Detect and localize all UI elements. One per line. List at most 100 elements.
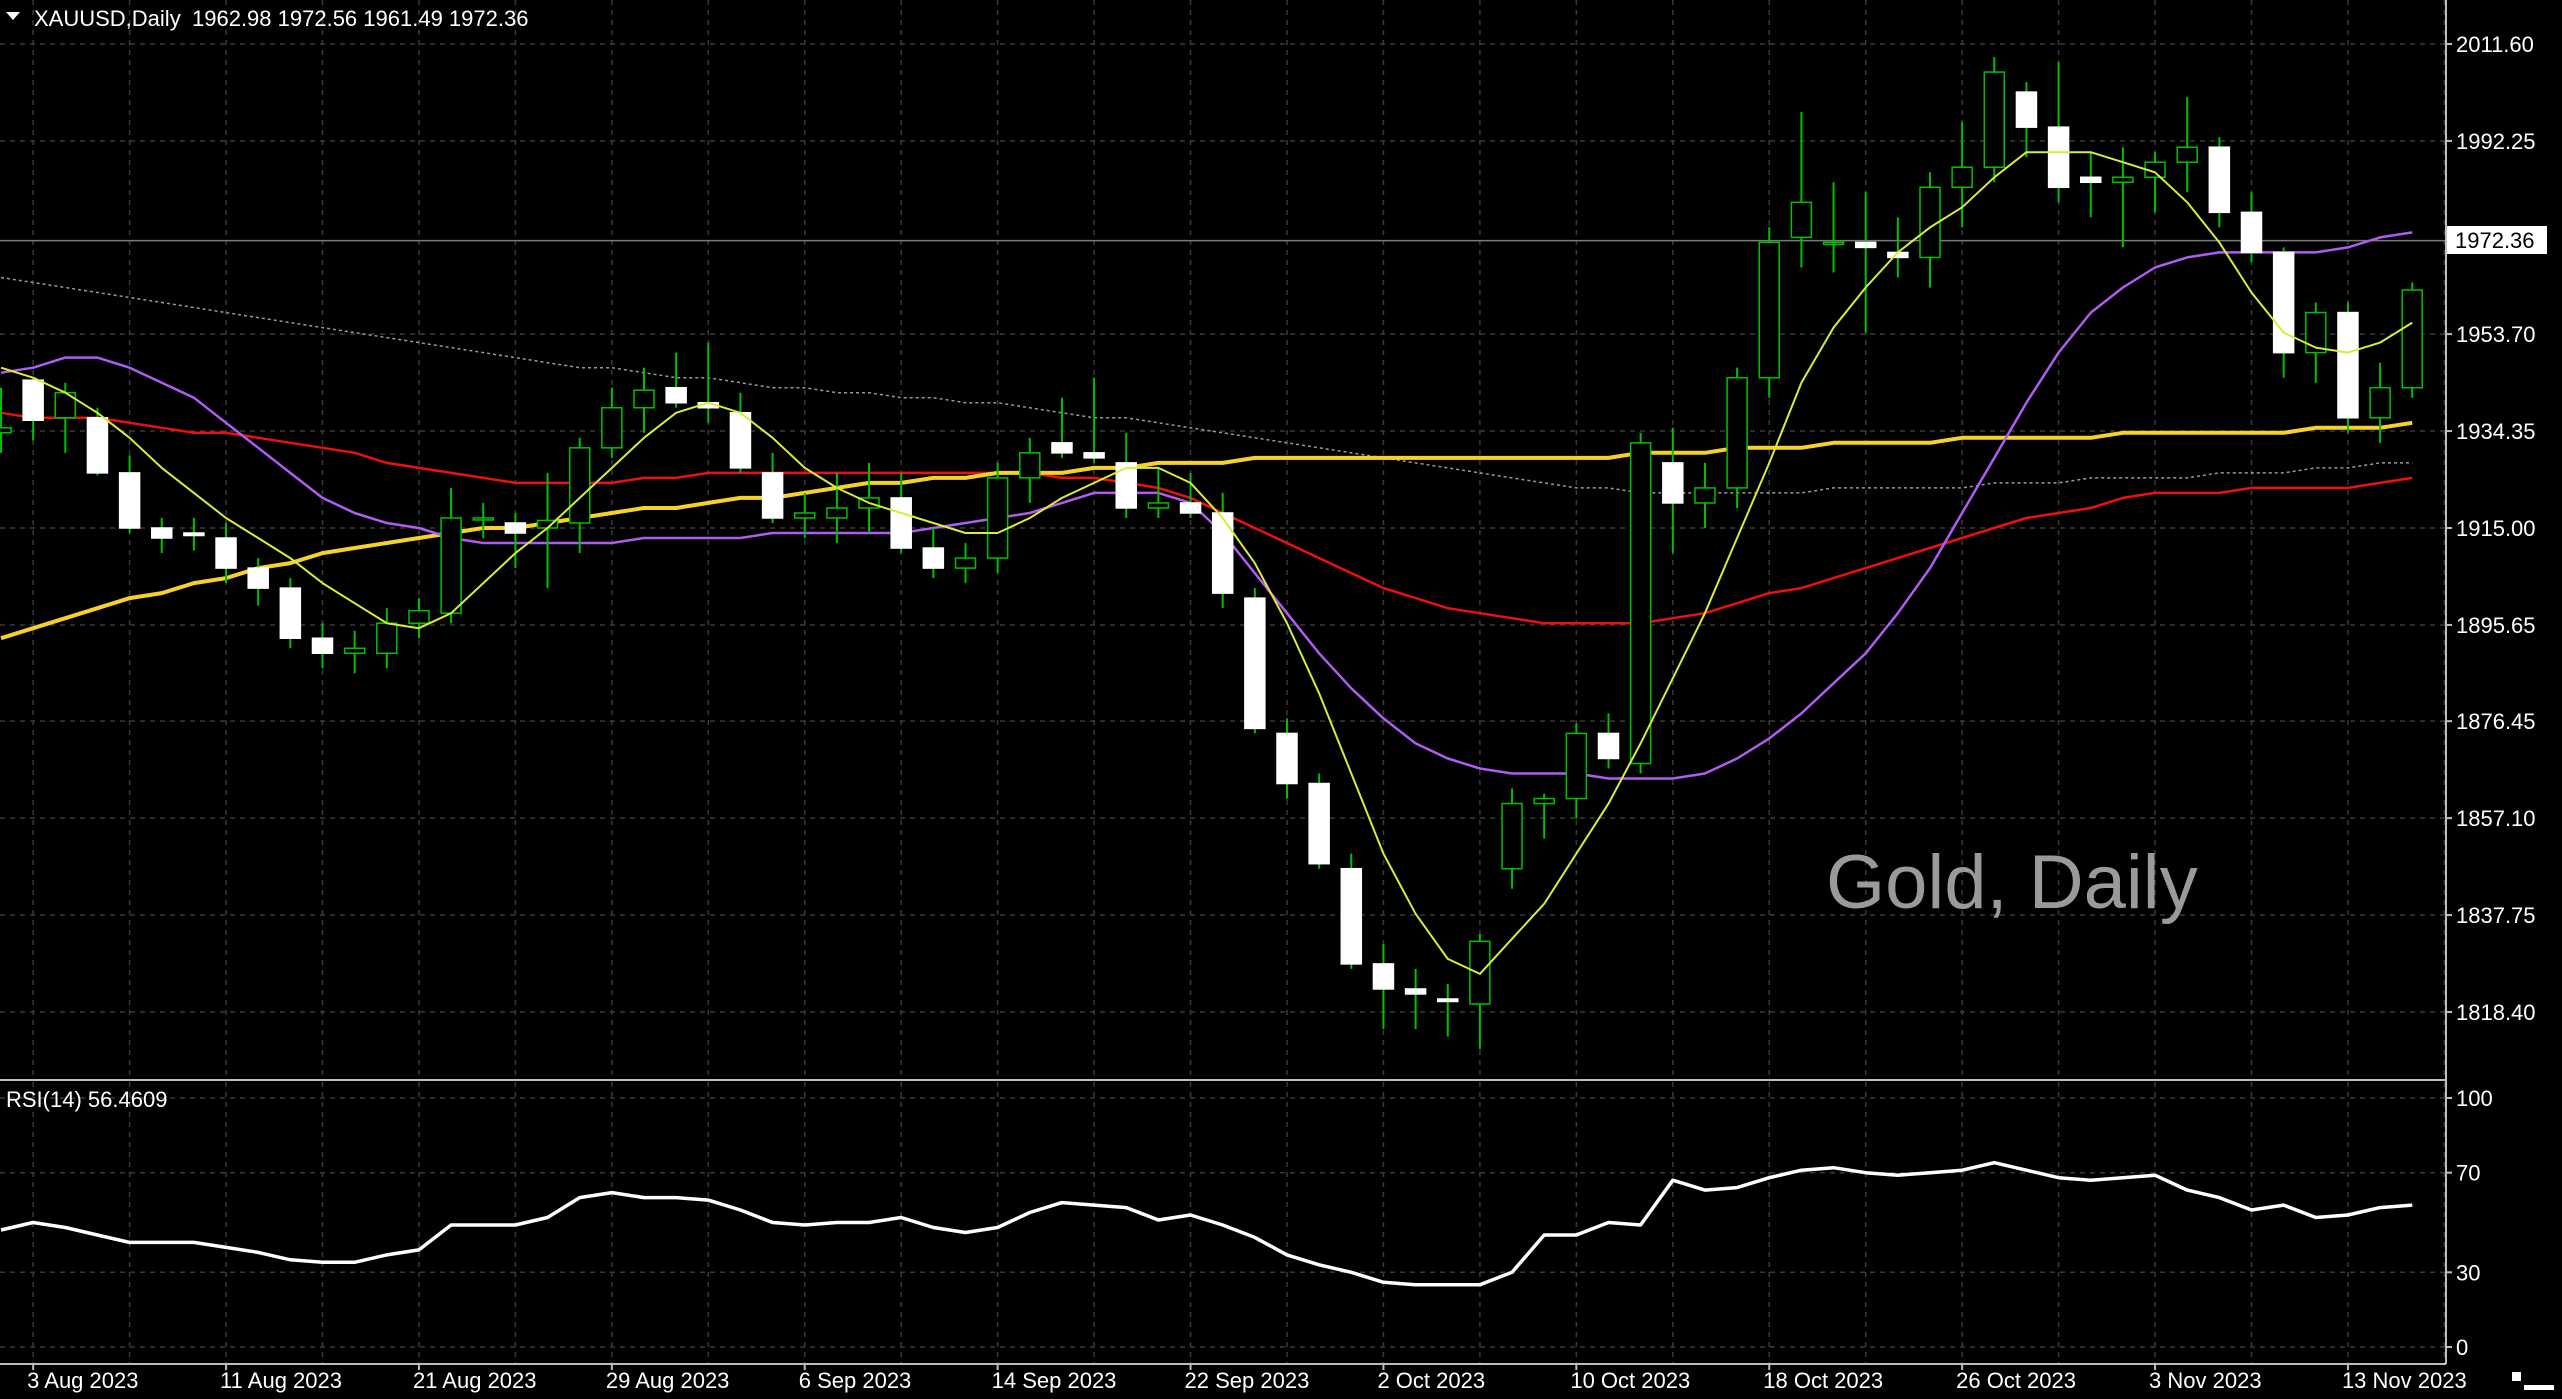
candle-body[interactable] [1951,166,1973,189]
candle-body[interactable] [1854,241,1877,249]
candle-body[interactable] [1083,452,1105,459]
rsi-tick-label: 0 [2456,1335,2468,1360]
candle-body[interactable] [954,557,977,569]
candle-body[interactable] [761,472,784,519]
ma-fast-line [0,151,2413,975]
candle-body[interactable] [472,517,494,521]
candle-body[interactable] [311,637,334,655]
candle-body[interactable] [2401,289,2423,389]
time-tick-label: 29 Aug 2023 [606,1368,730,1393]
candle-body[interactable] [1276,732,1298,785]
candle-body[interactable] [1629,442,1652,765]
ohlc-label: 1962.98 1972.56 1961.49 1972.36 [192,6,528,31]
candle-body[interactable] [1115,462,1137,509]
candle-body[interactable] [2047,126,2070,189]
rsi-tick-label: 30 [2456,1260,2480,1285]
candle-body[interactable] [1533,797,1555,805]
candle-body[interactable] [890,497,912,549]
candle-body[interactable] [1211,512,1234,594]
candle-body[interactable] [2305,311,2327,354]
price-tick-label: 1915.00 [2456,516,2536,541]
candle-body[interactable] [22,379,44,422]
candle-body[interactable] [2176,146,2198,163]
price-panel[interactable] [0,57,2423,1050]
candle-body[interactable] [86,417,109,474]
candle-body[interactable] [1019,452,1041,479]
candle-body[interactable] [601,407,623,449]
price-tick-label: 1934.35 [2456,419,2536,444]
candle-body[interactable] [1597,732,1620,760]
candle-body[interactable] [343,647,366,655]
current-price-label: 1972.36 [2455,228,2535,253]
time-tick-label: 3 Nov 2023 [2149,1368,2262,1393]
candle-body[interactable] [1372,963,1395,990]
candle-body[interactable] [1340,867,1363,965]
candle-body[interactable] [0,427,12,434]
time-tick-label: 14 Sep 2023 [992,1368,1117,1393]
candle-body[interactable] [504,522,527,534]
price-tick-label: 1992.25 [2456,129,2536,154]
time-tick-label: 13 Nov 2023 [2342,1368,2467,1393]
logo-square [2512,1372,2521,1381]
candle-body[interactable] [794,512,816,519]
candle-body[interactable] [1179,502,1202,514]
candle-body[interactable] [729,412,752,469]
candle-body[interactable] [1404,988,1427,995]
candle-body[interactable] [2015,91,2038,128]
grid [0,0,2446,1364]
candle-body[interactable] [922,547,945,569]
candle-body[interactable] [183,532,205,537]
candle-body[interactable] [2272,251,2295,354]
watermark: Gold, Daily [1826,840,2198,925]
price-tick-label: 1895.65 [2456,613,2536,638]
candle-body[interactable] [151,527,173,539]
candle-body[interactable] [2240,211,2263,254]
time-tick-label: 3 Aug 2023 [27,1368,138,1393]
candle-body[interactable] [1565,732,1588,800]
candle-body[interactable] [2080,176,2102,184]
candle-body[interactable] [1983,71,2006,169]
price-tick-label: 1953.70 [2456,322,2536,347]
candle-body[interactable] [1822,241,1845,246]
candle-body[interactable] [376,622,398,655]
candle-body[interactable] [408,609,430,624]
candle-body[interactable] [1147,502,1170,509]
candle-body[interactable] [118,472,141,529]
candle-body[interactable] [1437,998,1459,1003]
candle-body[interactable] [1308,782,1330,865]
candle-body[interactable] [826,507,848,519]
candle-body[interactable] [568,447,591,524]
candle-body[interactable] [1790,201,1813,239]
time-tick-label: 18 Oct 2023 [1763,1368,1883,1393]
candle-body[interactable] [2369,386,2391,419]
time-tick-label: 2 Oct 2023 [1377,1368,1485,1393]
candle-body[interactable] [1919,186,1941,259]
candle-body[interactable] [1662,462,1684,504]
ma-slow-line [0,411,2413,625]
candle-body[interactable] [2337,311,2359,419]
ma-mid-line [0,231,2413,780]
price-tick-label: 1818.40 [2456,1000,2536,1025]
candle-body[interactable] [1501,802,1523,870]
symbol-menu-triangle-icon[interactable] [6,12,20,20]
candle-body[interactable] [1726,376,1748,489]
price-tick-label: 2011.60 [2456,32,2534,57]
candle-body[interactable] [1694,487,1716,504]
candle-body[interactable] [215,537,237,569]
candle-body[interactable] [986,477,1009,559]
candle-body[interactable] [440,517,462,614]
candle-body[interactable] [1758,241,1780,379]
candle-body[interactable] [2208,146,2231,214]
candle-body[interactable] [1051,442,1073,454]
price-tick-label: 1837.75 [2456,903,2536,928]
price-tick-label: 1876.45 [2456,709,2536,734]
candle-body[interactable] [2112,176,2134,184]
rsi-tick-label: 70 [2456,1161,2480,1186]
rsi-panel[interactable] [0,1160,2413,1287]
candle-body[interactable] [665,386,687,404]
candle-body[interactable] [1244,597,1266,730]
candle-body[interactable] [633,389,655,409]
candle-body[interactable] [247,567,269,589]
candle-body[interactable] [279,587,302,639]
